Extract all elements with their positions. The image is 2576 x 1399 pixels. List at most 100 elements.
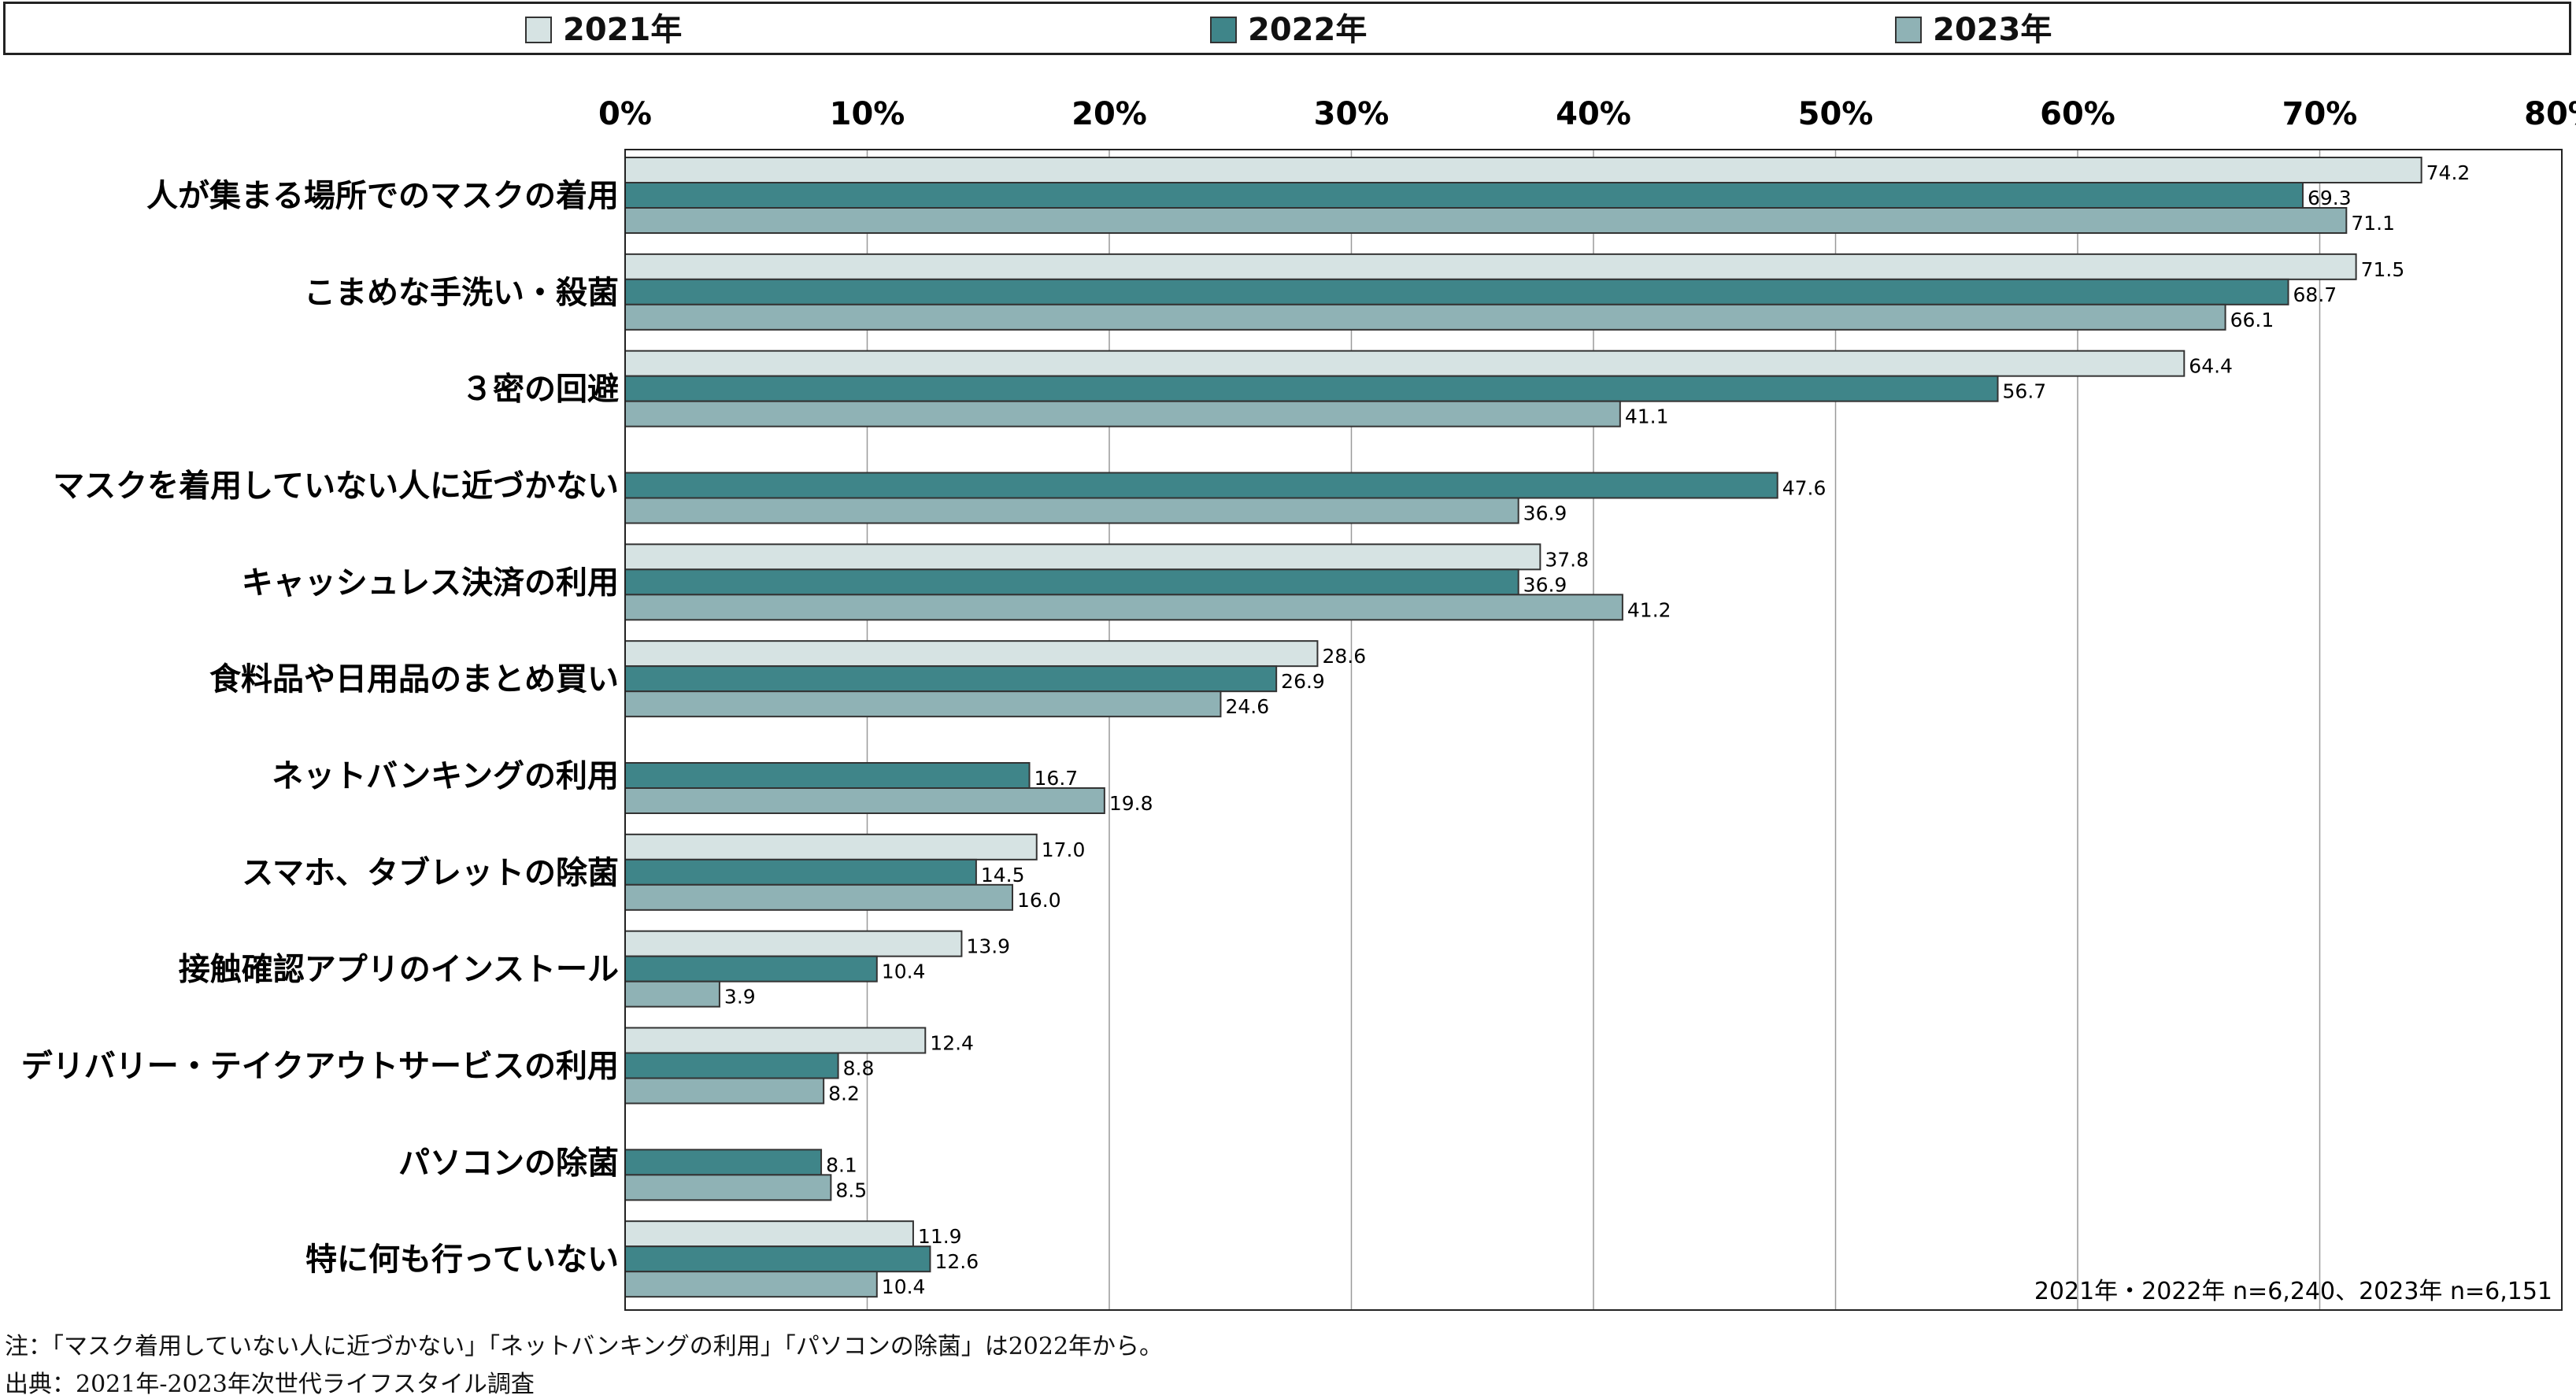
x-tick-label: 0% xyxy=(598,96,652,132)
bar xyxy=(624,762,1031,789)
legend-swatch-2023 xyxy=(1895,17,1922,43)
bar xyxy=(624,1149,823,1176)
bar xyxy=(624,207,2348,234)
category-label: キャッシュレス決済の利用 xyxy=(242,564,619,601)
legend-label-2021: 2021年 xyxy=(563,12,683,48)
data-label: 19.8 xyxy=(1109,792,1153,815)
data-label: 8.5 xyxy=(835,1179,867,1201)
category-label: スマホ、タブレットの除菌 xyxy=(242,855,619,891)
bar xyxy=(624,980,720,1008)
data-label: 11.9 xyxy=(918,1225,962,1248)
bar xyxy=(624,930,963,957)
legend-label-2023: 2023年 xyxy=(1933,12,2052,48)
x-tick-label: 60% xyxy=(2040,96,2115,132)
bar xyxy=(624,858,977,886)
legend-item-2021: 2021年 xyxy=(525,13,682,47)
data-label: 41.2 xyxy=(1627,598,1671,621)
x-tick-label: 20% xyxy=(1071,96,1147,132)
data-label: 14.5 xyxy=(981,864,1025,886)
data-label: 8.2 xyxy=(828,1083,860,1105)
data-label: 16.0 xyxy=(1017,889,1061,912)
data-label: 12.6 xyxy=(935,1250,979,1273)
source-note: 出典：2021年-2023年次世代ライフスタイル調査 xyxy=(5,1371,535,1398)
bar xyxy=(624,497,1519,524)
bar xyxy=(624,1027,927,1054)
bar xyxy=(624,472,1778,499)
bar xyxy=(624,400,1621,427)
bar xyxy=(624,883,1013,911)
category-label: マスクを着用していない人に近づかない xyxy=(53,468,619,505)
legend-item-2022: 2022年 xyxy=(1210,13,1367,47)
x-axis-ticks: 0% 10% 20% 30% 40% 50% 60% 70% 80% xyxy=(598,96,2576,132)
bar xyxy=(624,1220,914,1248)
category-label: 人が集まる場所でのマスクの着用 xyxy=(146,178,619,214)
data-label: 56.7 xyxy=(2003,380,2047,403)
data-label: 47.6 xyxy=(1782,477,1827,500)
data-label: 24.6 xyxy=(1225,695,1269,718)
bar xyxy=(624,665,1278,693)
category-label: 食料品や日用品のまとめ買い xyxy=(209,661,619,698)
category-label: ３密の回避 xyxy=(461,372,619,408)
legend-label-2022: 2022年 xyxy=(1248,12,1368,48)
data-label: 68.7 xyxy=(2293,283,2337,306)
data-label: 66.1 xyxy=(2230,309,2274,331)
bar xyxy=(624,157,2422,183)
data-label: 26.9 xyxy=(1281,670,1325,693)
data-label: 74.2 xyxy=(2426,161,2471,184)
bar xyxy=(624,690,1222,718)
x-tick-label: 50% xyxy=(1798,96,1874,132)
data-label: 16.7 xyxy=(1034,767,1079,790)
category-label: デリバリー・テイクアウトサービスの利用 xyxy=(21,1049,619,1085)
bars: 74.2 69.3 71.1 71.5 68.7 66.1 64.4 56.7 41.1 47.6… xyxy=(624,157,2471,1298)
x-tick-label: 80% xyxy=(2524,96,2576,132)
data-label: 17.0 xyxy=(1042,838,1086,861)
x-tick-label: 30% xyxy=(1314,96,1390,132)
data-label: 28.6 xyxy=(1322,645,1366,668)
category-label: 特に何も行っていない xyxy=(305,1242,619,1278)
bar xyxy=(624,568,1519,596)
data-label: 64.4 xyxy=(2189,355,2233,378)
bar xyxy=(624,1271,878,1298)
bar xyxy=(624,375,1999,402)
x-tick-label: 40% xyxy=(1556,96,1631,132)
data-label: 12.4 xyxy=(930,1032,974,1055)
data-label: 69.3 xyxy=(2308,187,2352,209)
data-label: 36.9 xyxy=(1523,502,1567,525)
data-label: 71.5 xyxy=(2361,258,2405,281)
data-label: 10.4 xyxy=(882,1275,926,1298)
bar xyxy=(624,182,2304,209)
plot-frame xyxy=(624,149,2563,1311)
x-tick-label: 70% xyxy=(2282,96,2358,132)
data-label: 71.1 xyxy=(2351,212,2395,235)
data-label: 8.8 xyxy=(843,1057,875,1080)
data-label: 8.1 xyxy=(826,1153,857,1176)
bar xyxy=(624,350,2186,377)
data-label: 3.9 xyxy=(724,986,756,1009)
bar xyxy=(624,833,1038,860)
gridlines xyxy=(866,150,2321,1310)
bar xyxy=(624,1174,832,1201)
data-label: 10.4 xyxy=(882,960,926,983)
legend-item-2023: 2023年 xyxy=(1895,13,2052,47)
category-label: 接触確認アプリのインストール xyxy=(179,952,619,988)
footnote: 注：「マスク着用していない人に近づかない」「ネットバンキングの利用」「パソコンの… xyxy=(5,1333,1164,1360)
bar xyxy=(624,303,2226,331)
bar xyxy=(624,787,1105,814)
legend: 2021年 2022年 2023年 xyxy=(3,2,2571,55)
bar xyxy=(624,1077,825,1105)
data-label: 37.8 xyxy=(1545,548,1589,571)
sample-size-note: 2021年・2022年 n=6,240、2023年 n=6,151 xyxy=(2034,1278,2552,1305)
bar xyxy=(624,253,2357,280)
bar xyxy=(624,543,1542,571)
data-label: 41.1 xyxy=(1625,405,1669,428)
data-label: 13.9 xyxy=(966,935,1010,958)
bar xyxy=(624,955,878,983)
data-label: 36.9 xyxy=(1523,573,1567,596)
bar xyxy=(624,1052,839,1079)
category-label: パソコンの除菌 xyxy=(398,1145,619,1181)
bar xyxy=(624,640,1319,668)
bar xyxy=(624,1245,931,1273)
category-label: ネットバンキングの利用 xyxy=(272,758,619,794)
